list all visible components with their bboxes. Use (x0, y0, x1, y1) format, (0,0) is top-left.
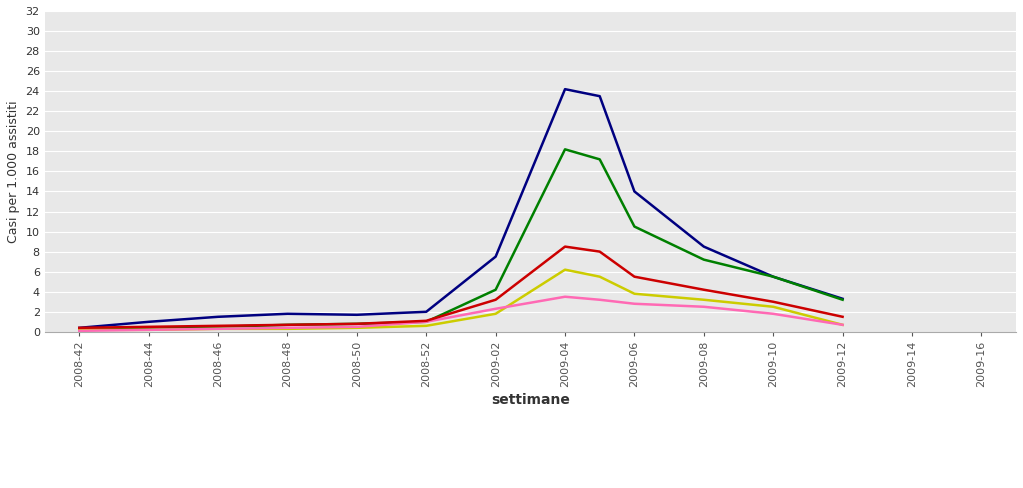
5-14 (351, 321, 363, 327)
15-64 (837, 322, 849, 328)
5-14 (837, 297, 849, 303)
65 e oltre (767, 311, 780, 317)
5-14 (74, 327, 86, 333)
0-4 (74, 325, 86, 331)
65 e oltre (420, 319, 433, 325)
5-14 (420, 319, 433, 325)
0-4 (281, 311, 294, 317)
15-64 (628, 291, 640, 297)
15-64 (767, 304, 780, 310)
Totale (698, 287, 710, 293)
5-14 (593, 157, 606, 163)
65 e oltre (489, 306, 501, 312)
Totale (351, 321, 363, 327)
Line: 0-4: 0-4 (80, 89, 843, 328)
65 e oltre (593, 297, 606, 303)
0-4 (420, 309, 433, 315)
15-64 (420, 323, 433, 329)
0-4 (837, 296, 849, 302)
15-64 (489, 311, 501, 317)
15-64 (698, 297, 710, 303)
Totale (593, 249, 606, 255)
65 e oltre (837, 322, 849, 328)
Line: 65 e oltre: 65 e oltre (80, 297, 843, 331)
Totale (142, 324, 154, 330)
65 e oltre (74, 328, 86, 334)
5-14 (559, 146, 571, 152)
Totale (628, 274, 640, 280)
0-4 (593, 93, 606, 99)
0-4 (142, 319, 154, 325)
Totale (837, 314, 849, 320)
65 e oltre (212, 326, 224, 332)
15-64 (593, 274, 606, 280)
15-64 (559, 267, 571, 273)
65 e oltre (628, 301, 640, 306)
65 e oltre (281, 325, 294, 331)
5-14 (142, 326, 154, 332)
65 e oltre (142, 327, 154, 333)
Line: 5-14: 5-14 (80, 149, 843, 330)
0-4 (559, 86, 571, 92)
Totale (489, 297, 501, 303)
Totale (559, 244, 571, 249)
Line: 15-64: 15-64 (80, 270, 843, 330)
Totale (420, 318, 433, 324)
Y-axis label: Casi per 1.000 assistiti: Casi per 1.000 assistiti (7, 100, 19, 243)
Totale (74, 325, 86, 331)
65 e oltre (351, 324, 363, 330)
X-axis label: settimane: settimane (491, 393, 570, 407)
0-4 (628, 188, 640, 194)
15-64 (212, 326, 224, 332)
15-64 (74, 327, 86, 333)
15-64 (142, 327, 154, 333)
65 e oltre (559, 294, 571, 300)
5-14 (698, 257, 710, 263)
Totale (281, 322, 294, 328)
5-14 (489, 287, 501, 293)
0-4 (698, 244, 710, 249)
5-14 (767, 274, 780, 280)
15-64 (351, 325, 363, 331)
Totale (212, 323, 224, 329)
5-14 (281, 322, 294, 328)
Line: Totale: Totale (80, 246, 843, 328)
0-4 (767, 274, 780, 280)
Totale (767, 299, 780, 305)
0-4 (489, 254, 501, 260)
5-14 (628, 224, 640, 229)
0-4 (212, 314, 224, 320)
0-4 (351, 312, 363, 318)
65 e oltre (698, 304, 710, 310)
5-14 (212, 324, 224, 330)
15-64 (281, 326, 294, 332)
